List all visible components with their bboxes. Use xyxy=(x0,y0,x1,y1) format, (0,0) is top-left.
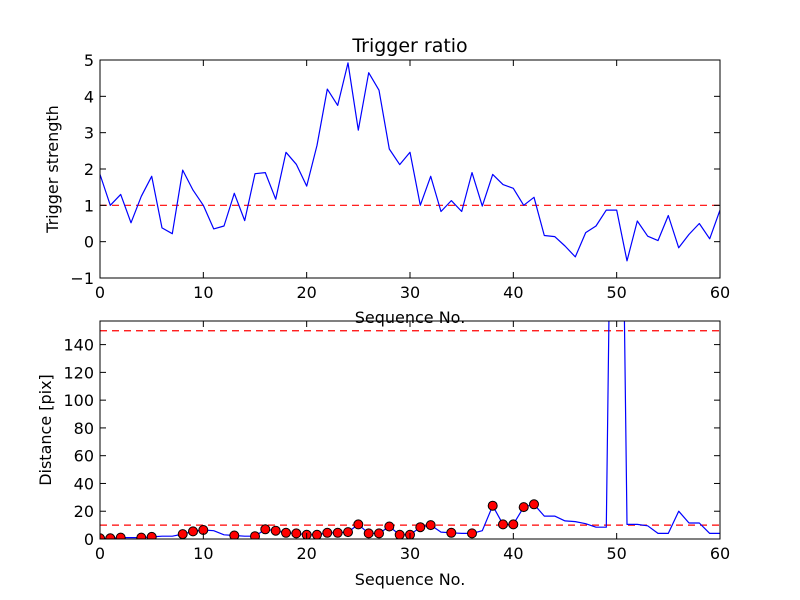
y-tick-label: 20 xyxy=(74,502,94,521)
data-point-marker xyxy=(100,533,105,539)
data-point-marker xyxy=(332,527,343,538)
y-tick-label: −1 xyxy=(70,269,94,288)
top-chart-title: Trigger ratio xyxy=(351,35,467,57)
data-point-marker xyxy=(281,527,291,538)
data-point-marker xyxy=(115,532,126,539)
y-tick-label: 120 xyxy=(63,363,94,382)
distance-subplot: 0 10 20 30 40 50 60 0 20 40 60 80 100 120 140 Sequenc… xyxy=(36,320,730,589)
data-point-marker xyxy=(498,519,508,530)
data-point-marker xyxy=(260,524,271,535)
data-point-marker xyxy=(415,522,426,533)
y-tick-label: 0 xyxy=(84,233,94,252)
y-tick-label: 2 xyxy=(84,160,94,179)
data-point-marker xyxy=(353,519,364,530)
y-tick-label: 4 xyxy=(84,87,94,106)
y-tick-label: 60 xyxy=(74,447,94,466)
x-tick-label: 30 xyxy=(400,283,420,302)
data-point-marker xyxy=(312,529,322,539)
x-tick-label: 20 xyxy=(296,544,316,563)
x-tick-label: 10 xyxy=(193,283,213,302)
data-point-marker xyxy=(250,531,260,539)
y-tick-label: 140 xyxy=(63,336,94,355)
data-point-marker xyxy=(229,530,240,539)
data-point-marker xyxy=(529,499,539,510)
data-point-marker xyxy=(136,532,147,539)
x-tick-label: 20 xyxy=(296,283,316,302)
data-point-marker xyxy=(394,529,405,539)
x-tick-label: 10 xyxy=(193,544,213,563)
bottom-y-axis-label: Distance [pix] xyxy=(36,374,55,486)
y-tick-label: 5 xyxy=(84,51,94,70)
data-point-marker xyxy=(363,528,374,539)
data-point-marker xyxy=(384,521,395,532)
data-point-marker xyxy=(374,528,384,539)
y-tick-label: 3 xyxy=(84,124,94,143)
data-point-marker xyxy=(518,502,529,513)
y-tick-label: 40 xyxy=(74,474,94,493)
series-line xyxy=(100,62,720,262)
top-y-axis-label: Trigger strength xyxy=(43,105,62,234)
x-tick-label: 60 xyxy=(710,283,730,302)
x-tick-label: 60 xyxy=(710,544,730,563)
top-x-ticks: 0 10 20 30 40 50 60 xyxy=(95,60,730,302)
top-y-ticks: −1 0 1 2 3 4 5 xyxy=(70,51,720,288)
y-tick-label: 1 xyxy=(84,196,94,215)
bottom-y-ticks: 0 20 40 60 80 100 120 140 xyxy=(63,336,720,549)
x-tick-label: 30 xyxy=(400,544,420,563)
data-point-marker xyxy=(425,520,436,531)
data-point-marker xyxy=(105,533,116,539)
x-tick-label: 50 xyxy=(606,544,626,563)
top-plot-area xyxy=(100,62,720,262)
x-tick-label: 0 xyxy=(95,283,105,302)
data-point-marker xyxy=(188,526,198,537)
data-point-marker xyxy=(177,529,188,539)
y-tick-label: 100 xyxy=(63,391,94,410)
y-tick-label: 0 xyxy=(84,530,94,549)
data-point-marker xyxy=(343,527,353,538)
data-point-marker xyxy=(291,528,302,539)
x-tick-label: 40 xyxy=(503,544,523,563)
bottom-x-axis-label: Sequence No. xyxy=(355,570,466,589)
x-tick-label: 50 xyxy=(606,283,626,302)
x-tick-label: 40 xyxy=(503,283,523,302)
top-x-axis-label: Sequence No. xyxy=(355,308,466,327)
data-point-marker xyxy=(446,527,457,538)
data-point-marker xyxy=(146,531,157,539)
data-point-marker xyxy=(467,528,477,539)
data-point-marker xyxy=(270,525,281,536)
bottom-x-ticks: 0 10 20 30 40 50 60 xyxy=(95,321,730,563)
data-point-marker xyxy=(508,519,519,530)
data-point-marker xyxy=(487,500,498,511)
x-tick-label: 0 xyxy=(95,544,105,563)
data-point-marker xyxy=(322,527,333,538)
y-tick-label: 80 xyxy=(74,419,94,438)
plot-clip-group xyxy=(100,62,720,262)
